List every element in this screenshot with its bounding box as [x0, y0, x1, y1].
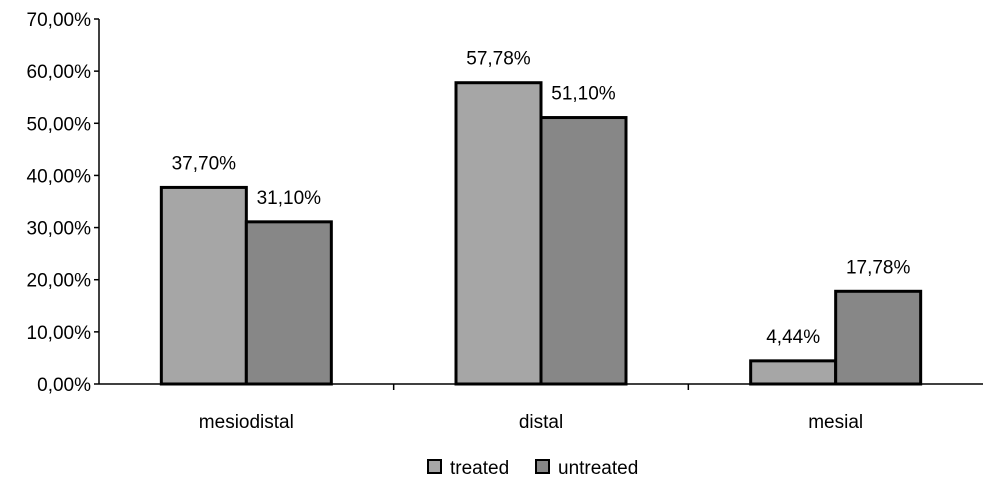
data-label: 37,70% [172, 153, 237, 174]
y-tick-label: 60,00% [27, 62, 92, 83]
legend-swatch-treated [427, 459, 442, 474]
legend-label: untreated [558, 458, 638, 479]
y-tick-label: 0,00% [37, 375, 91, 396]
bar-untreated-mesiodistal [244, 220, 333, 386]
y-tick-label: 30,00% [27, 219, 92, 240]
data-label: 4,44% [766, 327, 820, 348]
x-category-label: distal [519, 412, 563, 433]
y-tick-label: 20,00% [27, 271, 92, 292]
chart-axes: 0,00% 10,00% 20,00% 30,00% 40,00% 50,00% 60,00… [27, 10, 983, 433]
bar-treated-distal [454, 81, 543, 386]
bar-untreated-mesial [834, 289, 923, 386]
bar-treated-mesiodistal [159, 185, 248, 386]
data-label: 57,78% [466, 49, 531, 70]
chart-bars [159, 81, 923, 386]
data-label: 31,10% [257, 188, 322, 209]
y-tick-label: 40,00% [27, 166, 92, 187]
chart-data-labels: 37,70% 31,10% 57,78% 51,10% 4,44% 17,78% [172, 49, 911, 348]
data-label: 17,78% [846, 257, 911, 278]
data-label: 51,10% [551, 84, 616, 105]
x-category-label: mesial [808, 412, 863, 433]
y-tick-label: 70,00% [27, 10, 92, 31]
bar-untreated-distal [539, 116, 628, 386]
x-category-label: mesiodistal [199, 412, 294, 433]
y-tick-label: 10,00% [27, 323, 92, 344]
y-tick-label: 50,00% [27, 114, 92, 135]
bar-treated-mesial [749, 359, 838, 386]
chart-legend: treated untreated [427, 458, 638, 479]
legend-label: treated [450, 458, 509, 479]
legend-swatch-untreated [535, 459, 550, 474]
